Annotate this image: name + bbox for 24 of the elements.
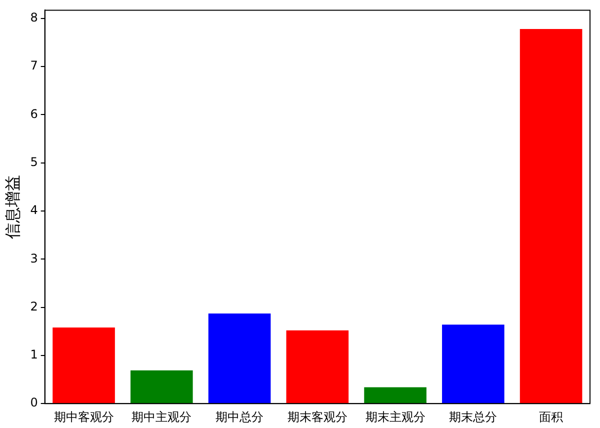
x-tick-label: 期中总分	[216, 410, 264, 424]
y-tick-label: 3	[30, 251, 38, 266]
y-tick-label: 0	[30, 396, 38, 410]
bar	[442, 324, 504, 404]
y-tick-label: 1	[30, 348, 38, 362]
bar	[286, 330, 349, 404]
y-tick-label: 8	[30, 10, 38, 25]
y-tick-label: 5	[30, 154, 38, 169]
bar	[364, 387, 426, 404]
x-tick-label: 期末总分	[449, 410, 498, 424]
bar	[52, 328, 115, 404]
x-tick-label: 期末客观分	[287, 410, 348, 424]
bar	[130, 370, 193, 404]
y-tick-label: 6	[30, 106, 38, 121]
bar	[520, 28, 582, 404]
x-tick-label: 期中主观分	[132, 410, 192, 424]
x-tick-label: 面积	[539, 410, 564, 424]
bar	[208, 314, 271, 404]
x-tick-label: 期末主观分	[365, 410, 426, 424]
y-tick-label: 7	[30, 58, 38, 73]
y-axis-title: 信息增益	[2, 174, 22, 239]
y-tick-label: 2	[30, 299, 38, 314]
y-tick-label: 4	[30, 203, 38, 218]
x-tick-label: 期中客观分	[54, 410, 114, 424]
